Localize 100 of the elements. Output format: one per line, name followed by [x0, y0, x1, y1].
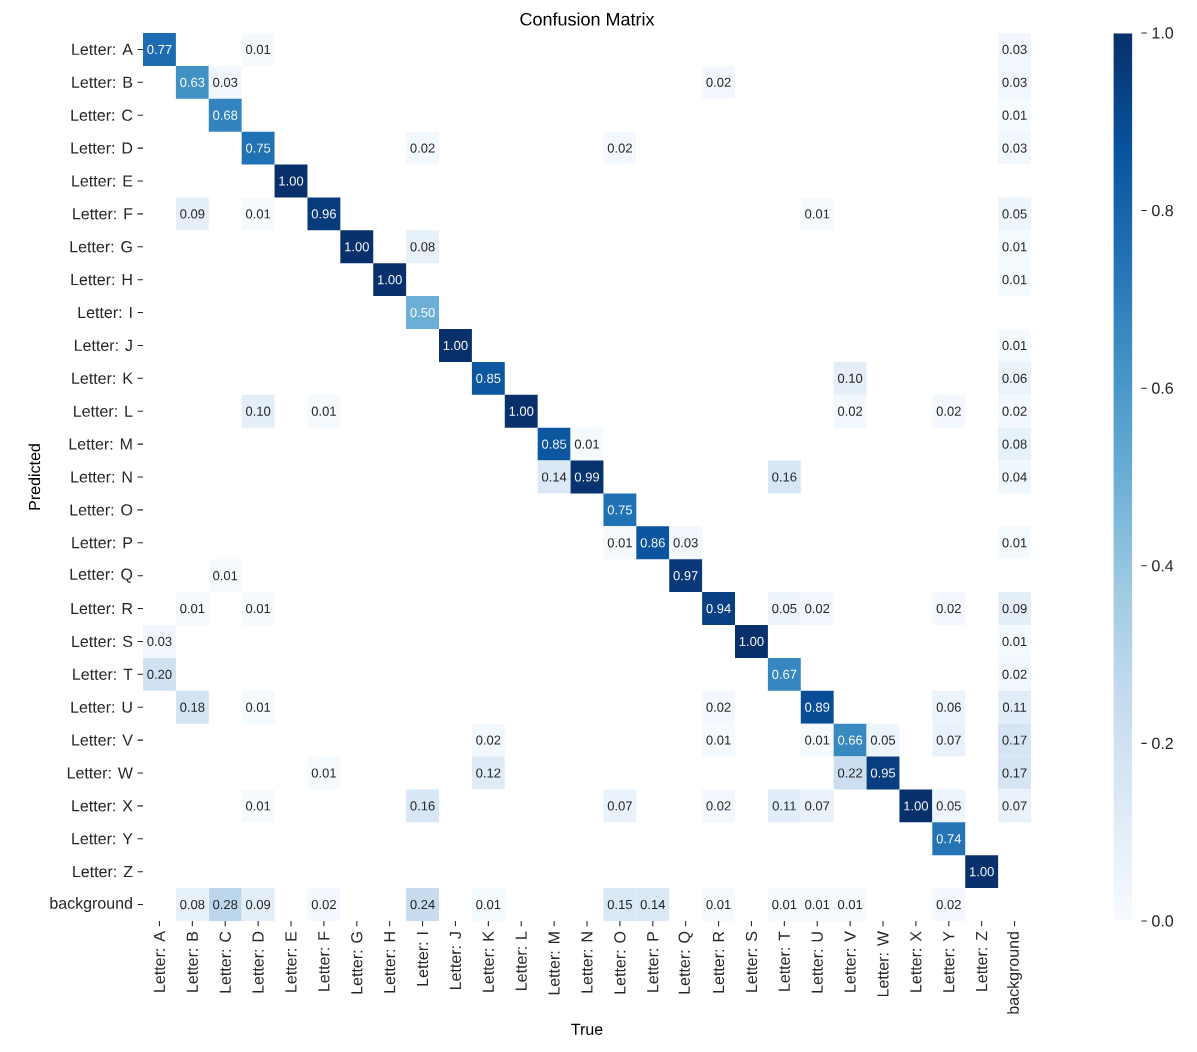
data-label: 0.02: [805, 603, 830, 614]
data-label: 0.01: [607, 538, 632, 548]
data-label: 0.24: [410, 899, 435, 910]
x-tick-label: Letter: Y: [943, 931, 955, 992]
y-tick-label: Letter: O: [70, 504, 133, 516]
data-label: 0.02: [936, 899, 961, 910]
data-label: 0.14: [541, 472, 567, 482]
data-label: 1.00: [739, 636, 764, 647]
y-tick-label: Letter: Q: [70, 568, 133, 583]
x-tick-label: Letter: I: [416, 932, 429, 986]
data-label: 0.01: [311, 768, 336, 778]
x-tick-label: Letter: R: [712, 931, 725, 993]
data-label: 0.97: [673, 571, 698, 581]
data-label: 0.50: [410, 307, 435, 318]
data-label: 0.01: [805, 899, 830, 910]
y-tick-label: Letter: U: [71, 701, 132, 713]
data-label: 0.02: [311, 899, 336, 910]
y-tick-label: Letter: Z: [73, 866, 133, 878]
data-label: 0.02: [1002, 669, 1027, 679]
data-label: 1.00: [443, 340, 468, 351]
data-label: 0.01: [476, 899, 501, 910]
data-label: 0.10: [837, 373, 863, 383]
color-bar-label: 0.8: [1152, 204, 1173, 217]
data-label: 0.07: [936, 735, 961, 745]
x-tick-label: Letter: B: [186, 931, 198, 992]
data-label: 0.01: [574, 439, 600, 449]
y-tick-label: Letter: P: [72, 537, 133, 549]
data-label: 0.09: [180, 209, 205, 219]
x-tick-label: Letter: G: [351, 932, 363, 994]
y-axis-title: Predicted: [28, 444, 41, 510]
data-label: 0.05: [772, 603, 797, 614]
data-label: 0.85: [476, 373, 501, 383]
x-tick-label: Letter: U: [811, 932, 823, 993]
y-tick-label: Letter: Y: [72, 833, 133, 845]
data-label: 0.01: [245, 209, 271, 219]
data-label: 0.75: [245, 143, 271, 153]
data-label: 1.00: [904, 801, 929, 811]
y-tick-label: Letter: I: [78, 306, 132, 319]
y-tick-label: Letter: V: [72, 734, 133, 746]
data-label: 0.74: [936, 834, 962, 844]
y-tick-label: Letter: K: [72, 372, 133, 384]
x-axis-title: True: [571, 1023, 603, 1035]
x-tick-label: Letter: T: [778, 931, 790, 991]
color-bar-label: 0.6: [1152, 382, 1173, 394]
y-tick-label: Letter: W: [67, 767, 133, 779]
data-label: 0.03: [673, 538, 698, 548]
x-tick-label: Letter: P: [647, 931, 659, 992]
y-tick-label: Letter: L: [74, 405, 133, 417]
y-tick-label: Letter: X: [72, 800, 133, 812]
x-tick-label: Letter: H: [384, 932, 396, 993]
color-bar-label: 0.0: [1152, 915, 1174, 927]
data-label: 0.01: [311, 406, 336, 416]
data-label: 0.09: [245, 899, 271, 910]
y-tick-label: Letter: G: [70, 241, 132, 253]
data-label: 0.07: [1002, 801, 1027, 811]
data-label: 0.99: [574, 472, 600, 482]
data-label: 0.11: [772, 801, 796, 811]
y-tick-label: Letter: F: [73, 208, 133, 220]
data-label: 0.02: [837, 406, 863, 416]
x-tick-label: Letter: W: [877, 931, 889, 997]
data-label: 1.00: [970, 867, 994, 877]
data-label: 0.02: [936, 406, 961, 416]
data-label: 0.66: [837, 735, 863, 745]
y-tick-label: Letter: D: [71, 142, 133, 154]
data-label: 0.01: [245, 801, 271, 811]
y-tick-label: Letter: H: [71, 274, 132, 286]
y-tick-label: Letter: R: [71, 602, 133, 615]
data-label: 0.75: [607, 505, 632, 515]
data-label: 1.00: [345, 242, 369, 252]
data-label: 0.03: [1002, 44, 1027, 55]
data-label: 0.16: [410, 801, 435, 811]
x-tick-label: Letter: Q: [678, 931, 693, 994]
data-label: 0.04: [1002, 472, 1027, 482]
data-label: 0.06: [936, 702, 961, 712]
data-label: 0.09: [1002, 603, 1027, 614]
data-label: 0.77: [147, 44, 172, 55]
data-label: 0.02: [706, 801, 731, 811]
data-label: 0.01: [245, 44, 271, 55]
data-label: 0.01: [1002, 538, 1027, 548]
data-label: 0.16: [772, 472, 797, 482]
data-label: 0.67: [772, 669, 797, 679]
x-tick-label: background: [1007, 932, 1023, 1014]
x-tick-label: Letter: J: [449, 932, 462, 990]
y-tick-label: Letter: N: [71, 471, 132, 483]
color-bar-label: 0.4: [1152, 560, 1174, 572]
data-label: 0.02: [410, 143, 435, 153]
data-label: 0.01: [706, 899, 731, 910]
x-tick-label: Letter: N: [581, 932, 593, 993]
data-label: 0.02: [936, 603, 961, 614]
x-tick-label: Letter: O: [614, 931, 626, 994]
data-label: 0.08: [410, 242, 435, 252]
data-label: 0.94: [706, 603, 731, 614]
data-label: 0.05: [1002, 209, 1027, 219]
data-label: 0.01: [1002, 275, 1027, 285]
data-label: 1.00: [509, 406, 534, 416]
y-tick-label: Letter: M: [69, 438, 132, 450]
y-tick-label: Letter: J: [74, 339, 132, 352]
data-label: 0.01: [1002, 110, 1027, 120]
data-label: 0.86: [640, 538, 665, 548]
data-label: 0.96: [311, 209, 336, 219]
